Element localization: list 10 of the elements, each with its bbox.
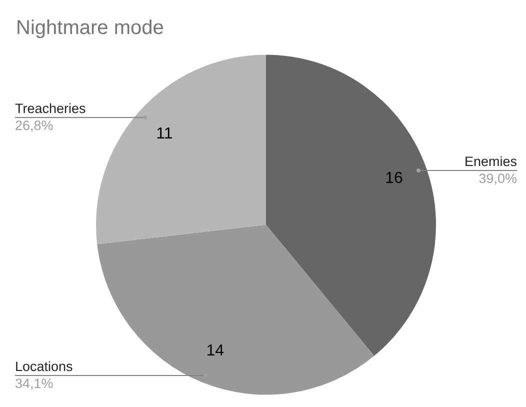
text: 26,8% bbox=[15, 118, 54, 133]
slice-label: Enemies bbox=[464, 154, 518, 169]
text: 39,0% bbox=[478, 171, 517, 186]
data-label: 14 bbox=[206, 342, 224, 360]
chart-title: Nightmare mode bbox=[16, 17, 164, 39]
slice-label: Locations bbox=[15, 359, 74, 374]
data-label: 16 bbox=[385, 170, 403, 188]
slice-label: Treacheries bbox=[15, 101, 86, 116]
text: 34,1% bbox=[15, 376, 54, 391]
data-label: 11 bbox=[156, 126, 173, 143]
